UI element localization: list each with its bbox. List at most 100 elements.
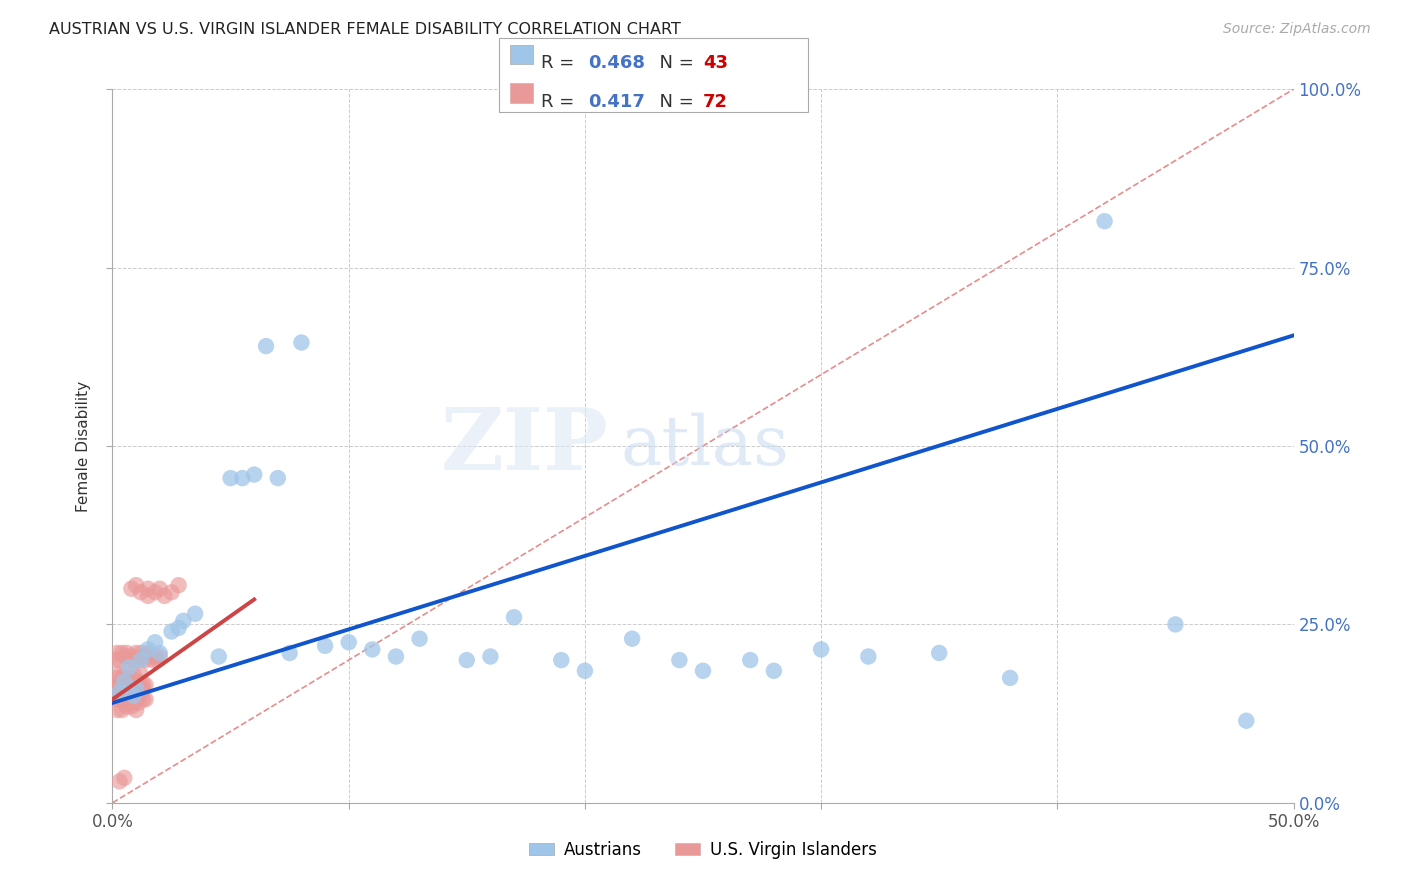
Point <box>127 689 149 703</box>
Point <box>160 624 183 639</box>
Point <box>108 685 131 699</box>
Point <box>108 692 131 706</box>
Point <box>692 664 714 678</box>
Point <box>132 681 155 696</box>
Point <box>125 681 148 696</box>
Point <box>858 649 880 664</box>
Text: 72: 72 <box>703 93 728 111</box>
Point <box>231 471 253 485</box>
Point <box>142 653 165 667</box>
Point <box>112 649 135 664</box>
Point <box>810 642 832 657</box>
Point <box>108 678 131 692</box>
Point <box>129 689 152 703</box>
Point <box>112 696 135 710</box>
Point <box>105 671 128 685</box>
Point <box>135 692 157 706</box>
Point <box>104 692 127 706</box>
Text: ZIP: ZIP <box>440 404 609 488</box>
Point <box>740 653 762 667</box>
Point <box>146 653 169 667</box>
Point <box>115 671 138 685</box>
Point <box>108 653 131 667</box>
Point <box>550 653 572 667</box>
Point <box>125 674 148 689</box>
Point <box>149 646 172 660</box>
Point <box>1094 214 1116 228</box>
Point <box>122 667 145 681</box>
Point <box>111 685 134 699</box>
Point <box>118 696 141 710</box>
Point <box>408 632 430 646</box>
Point <box>267 471 290 485</box>
Point <box>1164 617 1187 632</box>
Point <box>108 667 131 681</box>
Point <box>132 678 155 692</box>
Point <box>132 692 155 706</box>
Point <box>153 589 176 603</box>
Point <box>1234 714 1257 728</box>
Point <box>668 653 690 667</box>
Point <box>120 582 142 596</box>
Text: R =: R = <box>541 93 581 111</box>
Text: R =: R = <box>541 54 581 72</box>
Point <box>503 610 526 624</box>
Point <box>112 681 135 696</box>
Point <box>243 467 266 482</box>
Point <box>129 667 152 681</box>
Point <box>149 582 172 596</box>
Point <box>118 653 141 667</box>
Point <box>111 671 134 685</box>
Point <box>184 607 207 621</box>
Point <box>118 681 141 696</box>
Text: Source: ZipAtlas.com: Source: ZipAtlas.com <box>1223 22 1371 37</box>
Point <box>122 678 145 692</box>
Point <box>129 681 152 696</box>
Point <box>167 621 190 635</box>
Point <box>278 646 301 660</box>
Point <box>127 696 149 710</box>
Point <box>143 585 166 599</box>
Point <box>129 653 152 667</box>
Point <box>104 653 127 667</box>
Text: 0.468: 0.468 <box>588 54 645 72</box>
Point <box>118 660 141 674</box>
Point <box>172 614 194 628</box>
Point <box>127 674 149 689</box>
Text: atlas: atlas <box>620 413 789 479</box>
Point <box>115 685 138 699</box>
Point <box>135 653 157 667</box>
Point <box>108 774 131 789</box>
Point <box>125 689 148 703</box>
Text: N =: N = <box>648 93 700 111</box>
Point <box>456 653 478 667</box>
Point <box>129 585 152 599</box>
Point <box>122 653 145 667</box>
Point <box>314 639 336 653</box>
Point <box>129 646 152 660</box>
Point <box>167 578 190 592</box>
Point <box>385 649 408 664</box>
Y-axis label: Female Disability: Female Disability <box>76 380 91 512</box>
Point <box>118 671 141 685</box>
Point <box>762 664 785 678</box>
Point <box>574 664 596 678</box>
Point <box>112 674 135 689</box>
Point <box>111 646 134 660</box>
Text: 43: 43 <box>703 54 728 72</box>
Point <box>115 646 138 660</box>
Point <box>135 678 157 692</box>
Point <box>290 335 312 350</box>
Point <box>132 649 155 664</box>
Legend: Austrians, U.S. Virgin Islanders: Austrians, U.S. Virgin Islanders <box>522 835 884 866</box>
Point <box>105 646 128 660</box>
Point <box>122 696 145 710</box>
Point <box>122 689 145 703</box>
Point <box>479 649 502 664</box>
Point <box>143 635 166 649</box>
Point <box>621 632 644 646</box>
Point <box>136 582 159 596</box>
Point <box>219 471 242 485</box>
Point <box>160 585 183 599</box>
Point <box>998 671 1021 685</box>
